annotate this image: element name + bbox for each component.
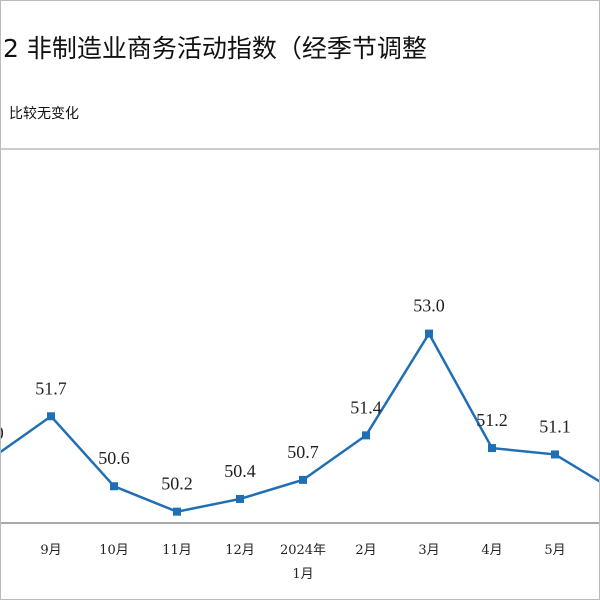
x-tick-label: 10月 bbox=[99, 543, 129, 558]
data-label: 51.0 bbox=[1, 423, 4, 443]
data-label: 51.2 bbox=[476, 410, 508, 430]
chart-title: 2 非制造业商务活动指数（经季节调整 bbox=[3, 34, 427, 63]
data-label: 50.2 bbox=[161, 474, 193, 494]
marker bbox=[299, 475, 307, 484]
x-tick-label: 4月 bbox=[481, 543, 503, 558]
data-label: 53.0 bbox=[413, 296, 445, 316]
marker bbox=[362, 431, 370, 440]
data-label: 50.4 bbox=[224, 461, 256, 481]
data-label: 50.7 bbox=[287, 442, 319, 462]
data-label: 51.4 bbox=[350, 397, 382, 417]
data-label: 51.1 bbox=[539, 416, 571, 436]
marker bbox=[236, 494, 244, 503]
x-tick-label: 12月 bbox=[225, 543, 255, 558]
x-tick-label: 5月 bbox=[544, 543, 566, 558]
marker bbox=[551, 450, 559, 459]
line bbox=[1, 331, 599, 513]
marker bbox=[173, 507, 181, 516]
x-tick-label: 11月 bbox=[162, 543, 192, 558]
x-tick-label: 2024年 1月 bbox=[279, 543, 327, 582]
x-tick-label: 3月 bbox=[418, 543, 440, 558]
marker bbox=[110, 482, 118, 491]
data-label: 50.6 bbox=[98, 448, 130, 468]
x-tick-label: 2月 bbox=[355, 543, 377, 558]
x-tick-label: 9月 bbox=[40, 543, 62, 558]
data-label: 51.7 bbox=[35, 378, 67, 398]
marker bbox=[47, 412, 55, 421]
marker bbox=[425, 329, 433, 338]
marker bbox=[488, 444, 496, 453]
chart-subtitle: 比较无变化 bbox=[9, 106, 79, 122]
